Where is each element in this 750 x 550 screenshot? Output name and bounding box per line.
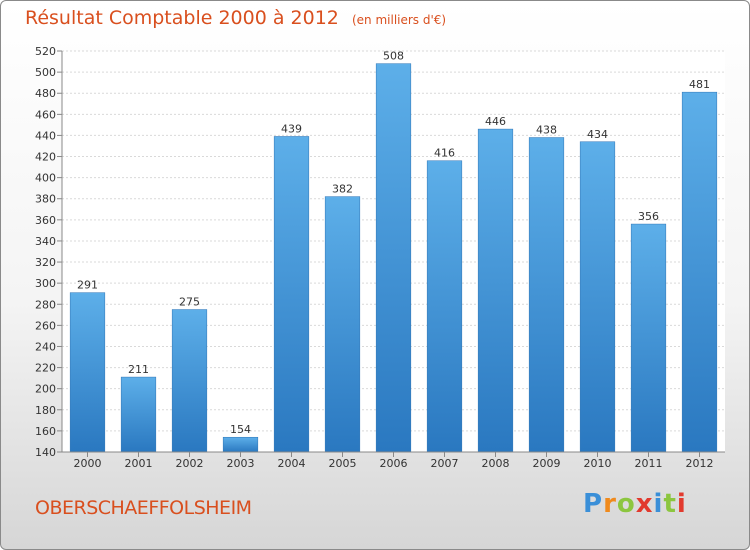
- y-tick-label: 500: [35, 66, 56, 79]
- x-tick-label-2002: 2002: [176, 457, 204, 470]
- x-tick-label-2008: 2008: [482, 457, 510, 470]
- x-tick-label-2012: 2012: [686, 457, 714, 470]
- x-tick-label-2010: 2010: [584, 457, 612, 470]
- data-label-2008: 446: [485, 115, 506, 128]
- bar-2003: [222, 436, 259, 453]
- bar-2006: [375, 63, 412, 453]
- bar-2000: [69, 292, 106, 453]
- x-tick-label-2011: 2011: [635, 457, 663, 470]
- logo-letter: r: [603, 489, 617, 519]
- y-tick-label: 380: [35, 193, 56, 206]
- bar-2010: [579, 141, 616, 453]
- bar-2008: [477, 128, 514, 453]
- logo-letter: P: [583, 489, 604, 519]
- x-axis-ticks: 2000 2001 2002 2003 2004 2005 2006 2007 2008 2009…: [74, 452, 714, 470]
- logo-letter: i: [653, 489, 664, 519]
- data-label-2009: 438: [536, 124, 557, 137]
- logo-letter: x: [635, 489, 654, 519]
- y-tick-label: 460: [35, 108, 56, 121]
- logo-letter: o: [616, 489, 636, 519]
- bar-2001: [120, 376, 157, 453]
- commune-name: OBERSCHAEFFOLSHEIM: [35, 497, 252, 519]
- data-label-2006: 508: [383, 50, 404, 63]
- x-tick-label-2003: 2003: [227, 457, 255, 470]
- y-axis-ticks: 140 160 180 200 220 240 260 280 300 320 340 360 380 4…: [35, 45, 62, 459]
- x-tick-label-2000: 2000: [74, 457, 102, 470]
- y-tick-label: 200: [35, 383, 56, 396]
- data-label-2007: 416: [434, 147, 455, 160]
- logo-letter: t: [663, 489, 677, 519]
- data-label-2003: 154: [230, 423, 251, 436]
- data-label-2000: 291: [77, 279, 98, 292]
- y-tick-label: 160: [35, 425, 56, 438]
- x-tick-label-2009: 2009: [533, 457, 561, 470]
- data-label-2012: 481: [689, 78, 710, 91]
- data-label-2010: 434: [587, 128, 608, 141]
- bars: [69, 63, 718, 453]
- x-tick-label-2004: 2004: [278, 457, 306, 470]
- y-tick-label: 360: [35, 214, 56, 227]
- data-label-2002: 275: [179, 296, 200, 309]
- bar-2011: [630, 223, 667, 453]
- y-tick-label: 520: [35, 45, 56, 58]
- data-label-2005: 382: [332, 183, 353, 196]
- chart-title: Résultat Comptable 2000 à 2012: [25, 7, 339, 29]
- bar-2009: [528, 137, 565, 453]
- bar-2005: [324, 196, 361, 453]
- x-tick-label-2007: 2007: [431, 457, 459, 470]
- y-tick-label: 420: [35, 151, 56, 164]
- x-tick-label-2001: 2001: [125, 457, 153, 470]
- chart-subtitle: (en milliers d'€): [351, 13, 447, 27]
- y-tick-label: 140: [35, 446, 56, 459]
- bar-2002: [171, 309, 208, 453]
- x-tick-label-2005: 2005: [329, 457, 357, 470]
- data-label-2011: 356: [638, 210, 659, 223]
- y-tick-label: 400: [35, 172, 56, 185]
- bar-2007: [426, 160, 463, 453]
- x-tick-label-2006: 2006: [380, 457, 408, 470]
- y-tick-label: 280: [35, 298, 56, 311]
- y-tick-label: 440: [35, 129, 56, 142]
- logo-letter: i: [676, 489, 687, 519]
- y-tick-label: 240: [35, 340, 56, 353]
- data-labels: 291 211 275 154 439 382 508 416 446 438 434 356 481: [77, 50, 710, 437]
- y-tick-label: 180: [35, 404, 56, 417]
- y-tick-label: 480: [35, 87, 56, 100]
- y-tick-label: 220: [35, 362, 56, 375]
- bar-2012: [681, 91, 718, 453]
- y-tick-label: 300: [35, 277, 56, 290]
- bar-2004: [273, 136, 310, 453]
- proxiti-logo: Proxiti: [583, 489, 687, 519]
- data-label-2004: 439: [281, 122, 302, 135]
- y-tick-label: 260: [35, 319, 56, 332]
- title-row: Résultat Comptable 2000 à 2012 (en milli…: [25, 7, 446, 29]
- data-label-2001: 211: [128, 363, 149, 376]
- y-tick-label: 320: [35, 256, 56, 269]
- y-tick-label: 340: [35, 235, 56, 248]
